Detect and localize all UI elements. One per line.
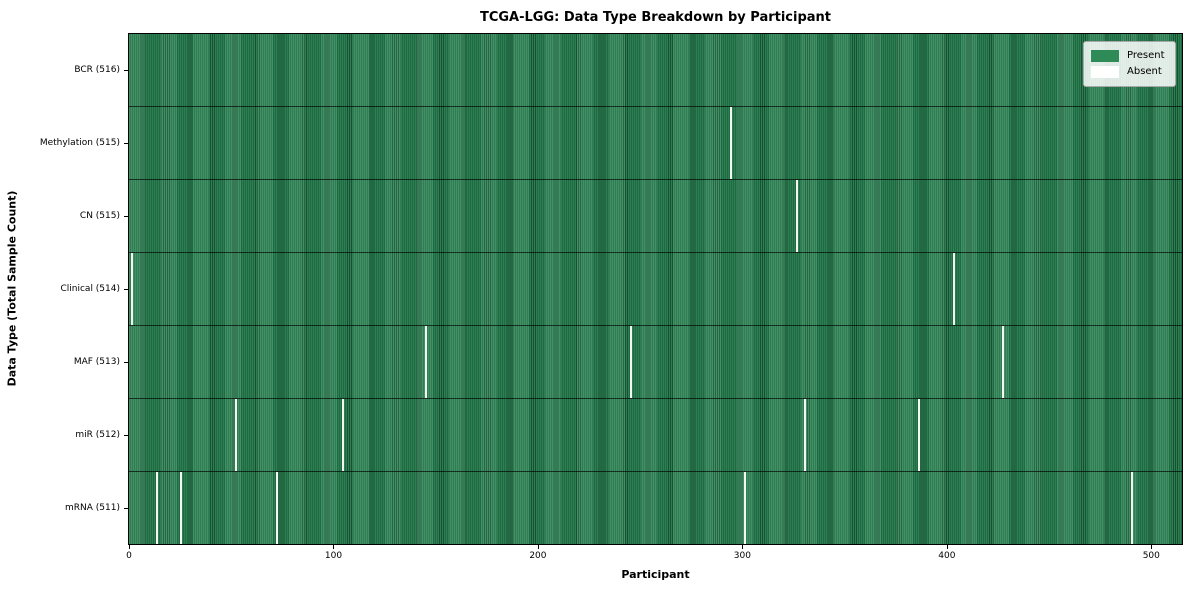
y-tick-label: miR (512) xyxy=(75,430,120,441)
y-tick-mark xyxy=(124,215,128,217)
heatmap-row-miR xyxy=(129,399,1182,472)
absent-marker xyxy=(952,253,955,325)
y-tick-mark xyxy=(124,435,128,437)
heatmap-row-MAF xyxy=(129,326,1182,399)
x-tick-mark xyxy=(537,545,539,549)
heatmap-row-CN xyxy=(129,180,1182,253)
x-tick-mark xyxy=(1151,545,1153,549)
x-tick-label: 400 xyxy=(938,551,956,561)
absent-marker xyxy=(1130,472,1133,544)
y-tick-label: Clinical (514) xyxy=(60,284,120,294)
legend-swatch-icon xyxy=(1091,50,1119,62)
absent-marker xyxy=(131,253,134,325)
y-tick-label: mRNA (511) xyxy=(65,503,120,514)
absent-marker xyxy=(180,472,183,544)
absent-marker xyxy=(341,399,344,471)
x-tick-label: 300 xyxy=(733,551,751,561)
absent-marker xyxy=(803,399,806,471)
absent-marker xyxy=(235,399,238,471)
absent-marker xyxy=(744,472,747,544)
absent-marker xyxy=(276,472,279,544)
legend: Present Absent xyxy=(1083,41,1176,87)
heatmap-row-Methylation xyxy=(129,107,1182,180)
heatmap-row-BCR xyxy=(129,34,1182,107)
legend-entry: Present xyxy=(1091,49,1168,63)
x-axis-label: Participant xyxy=(621,568,690,581)
y-tick-label: MAF (513) xyxy=(73,357,120,368)
y-axis-label: Data Type (Total Sample Count) xyxy=(5,190,19,387)
chart-title: TCGA-LGG: Data Type Breakdown by Partici… xyxy=(479,10,832,25)
x-tick-mark xyxy=(946,545,948,549)
absent-marker xyxy=(918,399,921,471)
x-tick-label: 0 xyxy=(126,551,132,561)
heatmap-row-Clinical xyxy=(129,253,1182,326)
absent-marker xyxy=(1002,326,1005,398)
plot-area xyxy=(128,33,1183,545)
absent-marker xyxy=(155,472,158,544)
y-tick-mark xyxy=(124,289,128,290)
legend-label: Present xyxy=(1127,50,1165,61)
y-tick-mark xyxy=(124,508,128,510)
x-tick-mark xyxy=(742,545,744,549)
legend-label: Absent xyxy=(1127,66,1162,77)
absent-marker xyxy=(629,326,632,398)
absent-marker xyxy=(795,180,798,252)
absent-marker xyxy=(425,326,428,398)
x-tick-label: 500 xyxy=(1142,551,1160,561)
y-tick-label: Methylation (515) xyxy=(39,137,120,148)
legend-swatch-icon xyxy=(1091,66,1119,78)
x-tick-label: 200 xyxy=(529,551,547,561)
y-tick-mark xyxy=(124,69,128,71)
y-tick-mark xyxy=(124,142,128,144)
absent-marker xyxy=(730,107,733,179)
y-tick-mark xyxy=(124,362,128,364)
y-tick-label: CN (515) xyxy=(79,210,120,221)
y-tick-label: BCR (516) xyxy=(74,64,120,75)
x-tick-mark xyxy=(333,545,335,549)
x-tick-label: 100 xyxy=(324,551,343,561)
x-tick-mark xyxy=(129,545,131,549)
legend-entry: Absent xyxy=(1091,65,1168,79)
heatmap-row-mRNA xyxy=(129,472,1182,544)
